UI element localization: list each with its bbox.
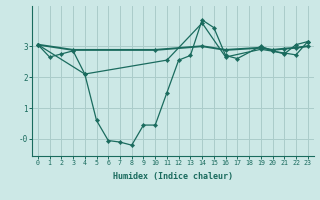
X-axis label: Humidex (Indice chaleur): Humidex (Indice chaleur) (113, 172, 233, 181)
